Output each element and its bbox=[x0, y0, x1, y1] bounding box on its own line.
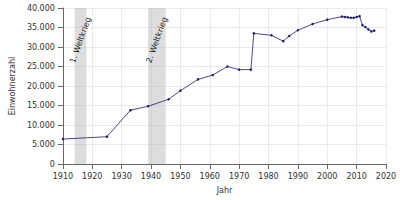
svg-text:1930: 1930 bbox=[111, 172, 131, 181]
svg-text:20.000: 20.000 bbox=[27, 82, 55, 91]
svg-text:1920: 1920 bbox=[82, 172, 102, 181]
svg-text:1970: 1970 bbox=[229, 172, 249, 181]
svg-text:2. Weltkrieg: 2. Weltkrieg bbox=[144, 16, 169, 64]
svg-text:1940: 1940 bbox=[141, 172, 161, 181]
svg-text:15.000: 15.000 bbox=[27, 101, 55, 110]
svg-text:40.000: 40.000 bbox=[27, 4, 55, 13]
svg-text:10.000: 10.000 bbox=[27, 121, 55, 130]
svg-text:2020: 2020 bbox=[376, 172, 396, 181]
svg-text:1990: 1990 bbox=[288, 172, 308, 181]
svg-text:1950: 1950 bbox=[170, 172, 190, 181]
svg-text:Jahr: Jahr bbox=[216, 186, 233, 195]
svg-text:1980: 1980 bbox=[258, 172, 278, 181]
svg-text:5.000: 5.000 bbox=[32, 140, 55, 149]
svg-text:0: 0 bbox=[50, 160, 55, 169]
svg-text:30.000: 30.000 bbox=[27, 43, 55, 52]
svg-text:Einwohnerzahl: Einwohnerzahl bbox=[8, 57, 17, 116]
svg-text:1. Weltkrieg: 1. Weltkrieg bbox=[68, 16, 93, 64]
svg-text:2010: 2010 bbox=[346, 172, 366, 181]
svg-text:1910: 1910 bbox=[53, 172, 73, 181]
svg-text:25.000: 25.000 bbox=[27, 62, 55, 71]
svg-text:35.000: 35.000 bbox=[27, 23, 55, 32]
svg-text:2000: 2000 bbox=[317, 172, 337, 181]
svg-text:1960: 1960 bbox=[200, 172, 220, 181]
